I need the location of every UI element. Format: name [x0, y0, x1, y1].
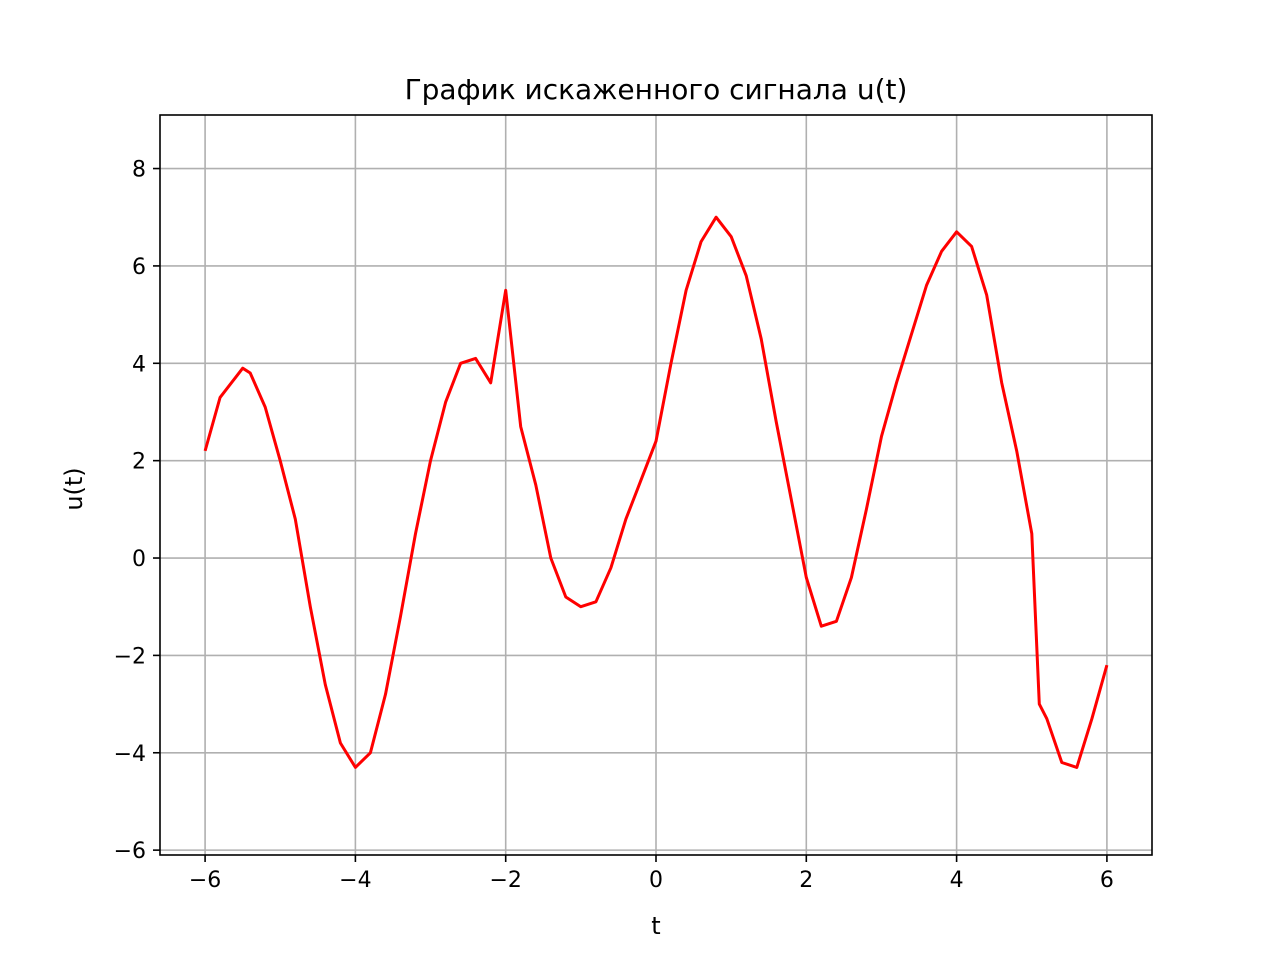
x-tick-label: 4	[950, 868, 964, 893]
x-tick-label: −4	[339, 868, 371, 893]
y-tick-label: −2	[114, 644, 146, 669]
series-layer	[203, 215, 1109, 769]
y-tick-label: 8	[132, 158, 146, 183]
x-tick-label: 6	[1100, 868, 1114, 893]
x-axis-label: t	[651, 912, 660, 940]
signal-line	[203, 215, 1109, 769]
y-tick-label: 4	[132, 352, 146, 377]
y-axis-label: u(t)	[60, 467, 88, 510]
grid	[160, 115, 1152, 855]
y-tick-label: 2	[132, 450, 146, 475]
ticks: −6 −4 −2 0 2 4 6 −6 −4 −2 0 2 4 6 8	[114, 158, 1114, 893]
y-tick-label: 0	[132, 547, 146, 572]
chart-title: График искаженного сигнала u(t)	[405, 73, 908, 106]
x-tick-label: 0	[649, 868, 663, 893]
x-tick-label: −2	[489, 868, 521, 893]
y-tick-label: −4	[114, 742, 146, 767]
y-tick-label: 6	[132, 255, 146, 280]
x-tick-label: 2	[799, 868, 813, 893]
y-tick-label: −6	[114, 839, 146, 864]
x-tick-label: −6	[189, 868, 221, 893]
